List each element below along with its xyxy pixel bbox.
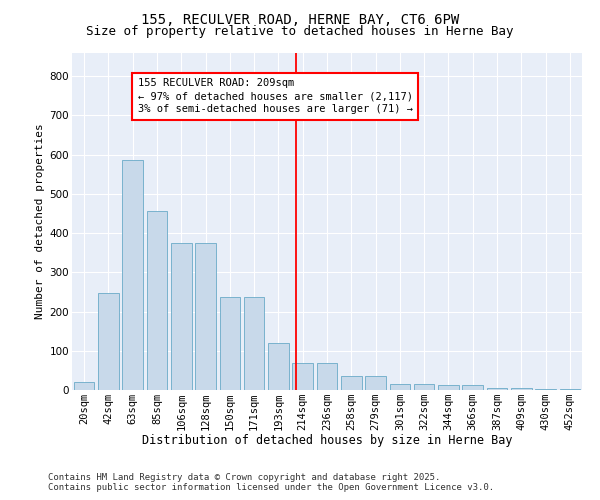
Bar <box>122 160 143 390</box>
Bar <box>171 243 191 390</box>
Text: 155 RECULVER ROAD: 209sqm
← 97% of detached houses are smaller (2,117)
3% of sem: 155 RECULVER ROAD: 209sqm ← 97% of detac… <box>137 78 413 114</box>
Bar <box>74 382 94 390</box>
Bar <box>220 296 240 390</box>
Bar <box>487 388 508 390</box>
Bar <box>317 364 337 390</box>
Bar <box>560 389 580 390</box>
Bar <box>244 296 265 390</box>
Bar <box>463 386 483 390</box>
Bar <box>535 389 556 390</box>
Y-axis label: Number of detached properties: Number of detached properties <box>35 124 46 319</box>
Bar <box>511 388 532 390</box>
Bar <box>389 384 410 390</box>
Text: Size of property relative to detached houses in Herne Bay: Size of property relative to detached ho… <box>86 25 514 38</box>
Bar <box>365 376 386 390</box>
Bar <box>268 343 289 390</box>
Bar <box>414 384 434 390</box>
Bar <box>341 376 362 390</box>
X-axis label: Distribution of detached houses by size in Herne Bay: Distribution of detached houses by size … <box>142 434 512 448</box>
Bar <box>438 386 459 390</box>
Bar <box>292 364 313 390</box>
Text: 155, RECULVER ROAD, HERNE BAY, CT6 6PW: 155, RECULVER ROAD, HERNE BAY, CT6 6PW <box>141 12 459 26</box>
Bar <box>146 212 167 390</box>
Text: Contains HM Land Registry data © Crown copyright and database right 2025.
Contai: Contains HM Land Registry data © Crown c… <box>48 473 494 492</box>
Bar <box>195 243 216 390</box>
Bar <box>98 292 119 390</box>
